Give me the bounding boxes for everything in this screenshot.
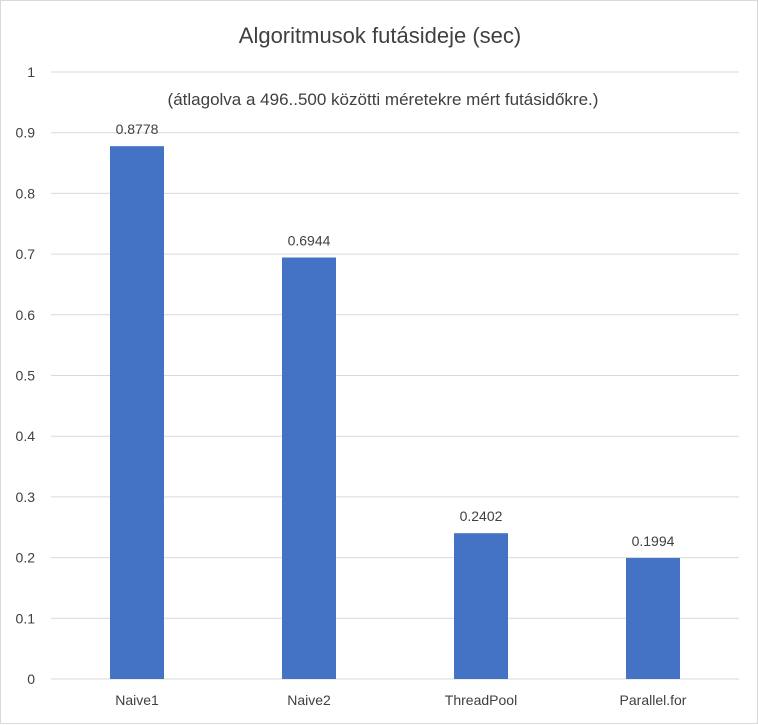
chart-title: Algoritmusok futásideje (sec) [239, 23, 521, 48]
bar [626, 557, 680, 679]
data-label: 0.2402 [460, 508, 503, 524]
y-tick-label: 0.2 [16, 550, 36, 566]
data-label: 0.8778 [116, 121, 159, 137]
chart-subtitle: (átlagolva a 496..500 közötti méretekre … [168, 90, 599, 109]
x-tick-label: Naive2 [287, 692, 331, 708]
data-label: 0.6944 [288, 232, 331, 248]
y-tick-label: 0.5 [16, 368, 36, 384]
data-labels: 0.8778 0.6944 0.2402 0.1994 [116, 121, 675, 549]
data-label: 0.1994 [632, 533, 675, 549]
x-tick-label: ThreadPool [445, 692, 517, 708]
y-tick-label: 0.6 [16, 307, 36, 323]
y-tick-label: 0.4 [16, 428, 36, 444]
bars [110, 146, 680, 679]
x-axis-ticks: Naive1 Naive2 ThreadPool Parallel.for [115, 692, 687, 708]
y-tick-label: 0.7 [16, 246, 36, 262]
gridlines [51, 71, 739, 680]
y-tick-label: 0.1 [16, 610, 36, 626]
y-tick-label: 0 [27, 671, 35, 687]
y-tick-label: 1 [27, 64, 35, 80]
y-tick-label: 0.9 [16, 125, 36, 141]
x-tick-label: Naive1 [115, 692, 159, 708]
y-tick-label: 0.3 [16, 489, 36, 505]
y-axis-ticks: 0 0.1 0.2 0.3 0.4 0.5 0.6 0.7 0.8 0.9 1 [16, 64, 36, 687]
bar [110, 146, 164, 679]
bar [282, 257, 336, 679]
x-tick-label: Parallel.for [620, 692, 687, 708]
bar [454, 533, 508, 679]
y-tick-label: 0.8 [16, 185, 36, 201]
